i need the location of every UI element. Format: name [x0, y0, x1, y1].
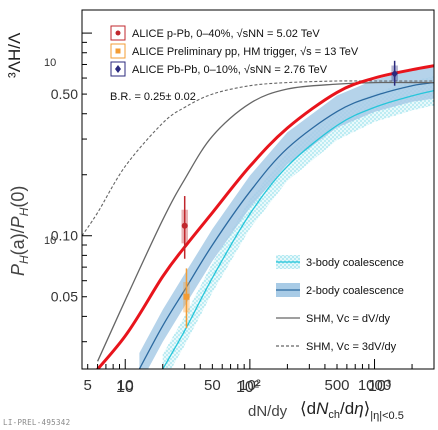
y-axis-label-left: PH(a)/PH(0): [8, 186, 31, 276]
model-bands: [139, 66, 434, 369]
overlay-fragment-x-100: 10²: [236, 379, 260, 396]
legend-top-entry-2: ALICE Preliminary pp, HM trigger, √s = 1…: [110, 43, 359, 59]
marker-square: [183, 293, 190, 300]
y-label-part-p2: P: [8, 216, 28, 228]
y-label-part-h1: H: [17, 255, 31, 264]
legend-bottom-entry-3: SHM, Vc = dV/dy: [276, 313, 391, 325]
data-point-3: [391, 60, 398, 86]
data-point-2: [183, 268, 190, 329]
legend-top-label: ALICE Pb-Pb, 0–10%, √sNN = 2.76 TeV: [132, 64, 328, 76]
data-point-1: [181, 196, 188, 259]
legend-marker-square: [115, 48, 121, 54]
band-3-body-coalescence: [162, 76, 434, 369]
x-tick-label: 500: [324, 377, 349, 394]
marker-circle: [181, 222, 188, 229]
y-axis-ticks: 0.05 0.10 0.50: [51, 32, 92, 343]
curve-red-curve: [95, 64, 434, 369]
legend-top-label: ALICE p-Pb, 0–40%, √sNN = 5.02 TeV: [132, 28, 320, 40]
y-label-part-p1: P: [8, 264, 28, 276]
br-annotation: B.R. = 0.25± 0.02: [110, 91, 196, 103]
y-label-part-h2: H: [17, 207, 31, 216]
y-tick-label: 0.10: [51, 228, 78, 244]
y-tick-label: 0.50: [51, 86, 78, 102]
overlay-fragment-x-1000: 10³: [368, 378, 392, 395]
legend-marker-box: [110, 25, 126, 41]
x-axis-label-outer: ⟨dNch/dη⟩|η|<0.5: [300, 399, 404, 422]
y-label-part-zero: (0): [8, 186, 28, 208]
legend-bottom-entry-1: 3-body coalescence: [276, 255, 404, 269]
legend-bottom-entry-4: SHM, Vc = 3dV/dy: [276, 341, 397, 353]
legend-bottom-entry-2: 2-body coalescence: [276, 283, 404, 297]
x-tick-label: 5: [84, 377, 92, 394]
y-tick-label: 0.05: [51, 289, 78, 305]
legend-marker-box: [110, 43, 126, 59]
y-axis-label-right: ³ΛH/Λ: [5, 32, 24, 78]
preliminary-id: LI-PREL-495342: [3, 418, 70, 427]
data-points: [181, 60, 398, 329]
legend-bottom-label: SHM, Vc = 3dV/dy: [306, 341, 397, 353]
x-tick-label: 50: [204, 377, 221, 394]
legend-top-entry-1: ALICE p-Pb, 0–40%, √sNN = 5.02 TeV: [110, 25, 320, 41]
curve-shm-vc-dv-dy: [97, 81, 434, 362]
legend-bottom-label: 3-body coalescence: [306, 257, 404, 269]
legend-bottom-label: 2-body coalescence: [306, 285, 404, 297]
band-2-body-coalescence: [139, 66, 434, 369]
x-axis-ticks: 5 10 50 10² 500 1000: [84, 359, 435, 394]
y-label-part-a: (a)/: [8, 228, 28, 255]
marker-diamond: [391, 69, 398, 78]
curve-3-body-coalescence: [162, 89, 434, 369]
plot-frame: [81, 9, 435, 370]
legend-top-label: ALICE Preliminary pp, HM trigger, √s = 1…: [132, 46, 359, 58]
x-axis-label-inner: dN/dy: [248, 403, 288, 420]
legend-bottom: 3-body coalescence 2-body coalescence SHM,…: [276, 255, 404, 353]
x-tick-label: 1000: [358, 377, 391, 394]
legend-marker-circle: [115, 30, 121, 36]
legend-top-entry-3: ALICE Pb-Pb, 0–10%, √sNN = 2.76 TeV: [110, 61, 328, 77]
legend-bottom-label: SHM, Vc = dV/dy: [306, 313, 391, 325]
legend-marker-diamond: [115, 65, 121, 73]
model-curves: [82, 64, 434, 369]
legend-top: ALICE p-Pb, 0–40%, √sNN = 5.02 TeV ALICE …: [110, 25, 359, 77]
curve-2-body-coalescence: [138, 81, 434, 369]
overlay-fragment-y-1: 10: [44, 57, 56, 69]
overlay-fragment-x-10: 10: [116, 379, 134, 396]
legend-marker-box: [110, 61, 126, 77]
x-tick-label: 10²: [239, 377, 261, 394]
curve-shm-vc-3dv-dy: [82, 80, 434, 237]
x-tick-label: 10: [117, 377, 134, 394]
overlay-fragment-y-2: 10: [44, 235, 56, 247]
